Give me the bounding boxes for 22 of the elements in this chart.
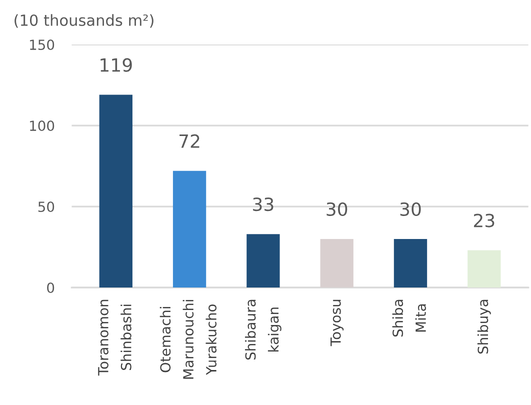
x-tick-label: Toyosu	[330, 300, 344, 346]
x-tick-label: Shiba Mita	[392, 300, 426, 337]
bar	[99, 94, 132, 288]
x-tick-label: Otemachi Marunouchi Yurakucho	[160, 300, 217, 379]
data-label: 23	[474, 214, 494, 228]
data-label: 72	[180, 134, 200, 148]
data-label: 30	[400, 202, 421, 216]
x-tick-label: Toranomon Shinbashi	[98, 300, 132, 376]
bar	[394, 238, 428, 288]
data-label: 119	[100, 58, 132, 72]
y-tick-label: 100	[30, 120, 54, 132]
bar	[468, 250, 501, 288]
x-tick-label: Shibuya	[477, 300, 491, 354]
y-axis-title: (10 thousands m²)	[14, 14, 154, 28]
data-label: 33	[253, 197, 274, 212]
bar	[246, 234, 280, 288]
y-tick-label: 50	[38, 202, 54, 212]
y-tick-label: 0	[47, 282, 54, 294]
data-label: 30	[326, 202, 348, 216]
bar	[172, 170, 206, 288]
y-tick-label: 150	[30, 40, 54, 50]
x-tick-label: Shibaura kaigan	[244, 300, 282, 360]
